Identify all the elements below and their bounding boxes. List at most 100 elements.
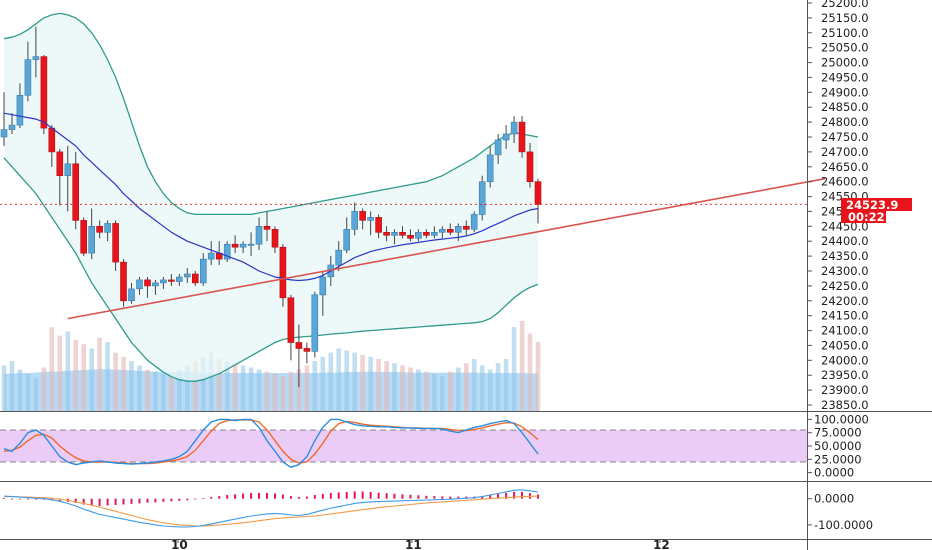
macd-histogram-bar: [521, 491, 523, 499]
price-tick-label: 24300.0: [821, 264, 869, 278]
macd-histogram-bar: [481, 496, 484, 499]
candle-body: [16, 95, 24, 126]
volume-bar: [336, 348, 341, 412]
candle-body: [192, 273, 199, 284]
macd-histogram-bar: [138, 498, 141, 504]
macd-tick-label: -100.0000: [814, 518, 873, 532]
macd-histogram-bar: [489, 495, 492, 499]
volume-bar: [440, 376, 445, 412]
volume-bar: [368, 356, 373, 412]
candle-body: [239, 243, 247, 248]
macd-histogram-bar: [178, 498, 181, 501]
candle-body: [343, 229, 351, 251]
candle-body: [367, 217, 374, 221]
macd-histogram-bar: [3, 498, 5, 499]
macd-histogram-bar: [154, 498, 157, 503]
macd-histogram-bar: [321, 494, 324, 499]
candle-body: [88, 226, 95, 254]
volume-bar: [145, 369, 150, 412]
macd-histogram-bar: [34, 498, 37, 500]
macd-tick-label: 0.0000: [814, 492, 854, 506]
candle-body: [104, 223, 111, 233]
countdown-badge-text: 00:22: [848, 210, 885, 224]
stoch-tick-label: 75.0000: [814, 426, 862, 440]
macd-histogram-bar: [513, 491, 516, 499]
volume-bar: [57, 335, 63, 412]
volume-bar: [272, 373, 278, 412]
candle-body: [152, 282, 159, 287]
trendline: [67, 177, 826, 320]
candle-body: [96, 226, 103, 233]
volume-bar: [408, 367, 413, 412]
candle-body: [255, 226, 263, 245]
candle-body: [120, 261, 127, 302]
macd-histogram-bar: [258, 493, 260, 499]
stochastic-pane: [0, 418, 807, 469]
price-tick-label: 24150.0: [821, 309, 869, 323]
price-tick-label: 25150.0: [821, 11, 869, 25]
volume-bar: [97, 337, 102, 412]
macd-signal-line: [4, 495, 539, 527]
candle-body: [478, 181, 486, 215]
candles-layer[interactable]: [0, 26, 542, 388]
macd-histogram-bar: [417, 495, 420, 499]
candle-body: [454, 226, 462, 233]
candle-body: [518, 121, 526, 153]
volume-bar: [432, 373, 437, 412]
volume-bar: [177, 369, 182, 412]
price-badge-box: [841, 198, 912, 211]
price-tick-label: 24950.0: [821, 70, 869, 84]
volume-bar: [376, 359, 381, 412]
candle-body: [423, 232, 430, 236]
volume-bar: [320, 356, 326, 412]
candle-body: [335, 249, 343, 266]
time-axis[interactable]: 10 11 12: [171, 538, 670, 550]
candle-body: [128, 288, 135, 302]
bollinger-lower-line: [3, 157, 539, 382]
volume-bar: [495, 363, 501, 412]
candle-body: [184, 273, 191, 278]
macd-histogram-bar: [425, 495, 428, 499]
candle-body: [144, 279, 151, 287]
candle-body: [263, 226, 271, 230]
volume-bar: [264, 371, 270, 412]
volume-bar: [240, 365, 246, 412]
volume-bar: [527, 333, 533, 412]
macd-histogram-bar: [353, 491, 356, 499]
macd-histogram-bar: [18, 498, 21, 500]
volume-bar: [503, 359, 509, 412]
macd-histogram-bar: [194, 498, 197, 500]
macd-histogram-bar: [11, 498, 13, 500]
price-tick-label: 24850.0: [821, 100, 869, 114]
volume-bar: [193, 361, 198, 412]
macd-histogram-bar: [234, 494, 237, 499]
volume-bar: [248, 367, 254, 412]
candle-body: [287, 297, 295, 343]
price-tick-label: 24400.0: [821, 234, 869, 248]
price-tick-label: 24700.0: [821, 145, 869, 159]
volume-bar: [312, 361, 318, 412]
macd-histogram-bar: [345, 491, 348, 499]
candle-body: [207, 252, 215, 260]
volume-bar: [200, 356, 206, 412]
volume-bar: [33, 378, 39, 412]
candle-body: [64, 163, 72, 177]
volume-bar: [448, 371, 453, 412]
candle-body: [510, 121, 518, 135]
volume-bar: [392, 363, 397, 412]
candle-body: [407, 235, 414, 239]
volume-bar: [89, 348, 94, 412]
candle-body: [136, 279, 143, 290]
macd-histogram-bar: [114, 498, 117, 505]
candle-body: [271, 229, 279, 248]
candle-body: [200, 258, 207, 284]
macd-line: [3, 489, 539, 528]
stoch-tick-label: 0.0000: [814, 466, 854, 480]
volume-bar: [535, 342, 541, 412]
price-badge: 24523.9 00:22: [841, 198, 912, 224]
time-tick-label: 12: [653, 538, 670, 550]
volume-bar: [25, 373, 31, 412]
candle-body: [431, 232, 438, 236]
